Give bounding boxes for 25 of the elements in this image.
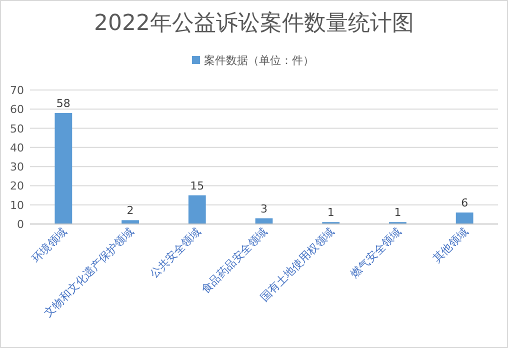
x-tick-label: 燃气安全领域 — [348, 224, 404, 281]
data-label: 58 — [56, 96, 70, 110]
bar — [122, 220, 139, 224]
data-label: 15 — [190, 179, 204, 192]
y-tick-label: 0 — [17, 218, 24, 231]
data-label: 3 — [260, 202, 268, 216]
x-tick-label: 公共安全领域 — [147, 224, 204, 281]
chart-title: 2022年公益诉讼案件数量统计图 — [94, 11, 414, 36]
y-tick-label: 60 — [10, 103, 24, 116]
x-tick-label: 环境领域 — [29, 224, 70, 266]
y-tick-label: 30 — [10, 160, 24, 174]
y-tick-label: 50 — [10, 122, 24, 136]
x-tick-label: 其他领域 — [430, 224, 471, 266]
y-tick-label: 20 — [10, 180, 24, 193]
data-label: 1 — [327, 206, 334, 220]
bar — [456, 212, 474, 224]
bar — [188, 195, 206, 224]
y-tick-label: 10 — [10, 198, 24, 212]
data-label: 2 — [126, 204, 134, 218]
data-label: 6 — [461, 196, 468, 210]
y-tick-label: 70 — [10, 84, 24, 97]
legend-label: 案件数据（单位：件） — [204, 54, 314, 67]
data-label: 1 — [394, 206, 402, 220]
bar — [54, 112, 72, 224]
y-tick-label: 40 — [10, 141, 24, 154]
